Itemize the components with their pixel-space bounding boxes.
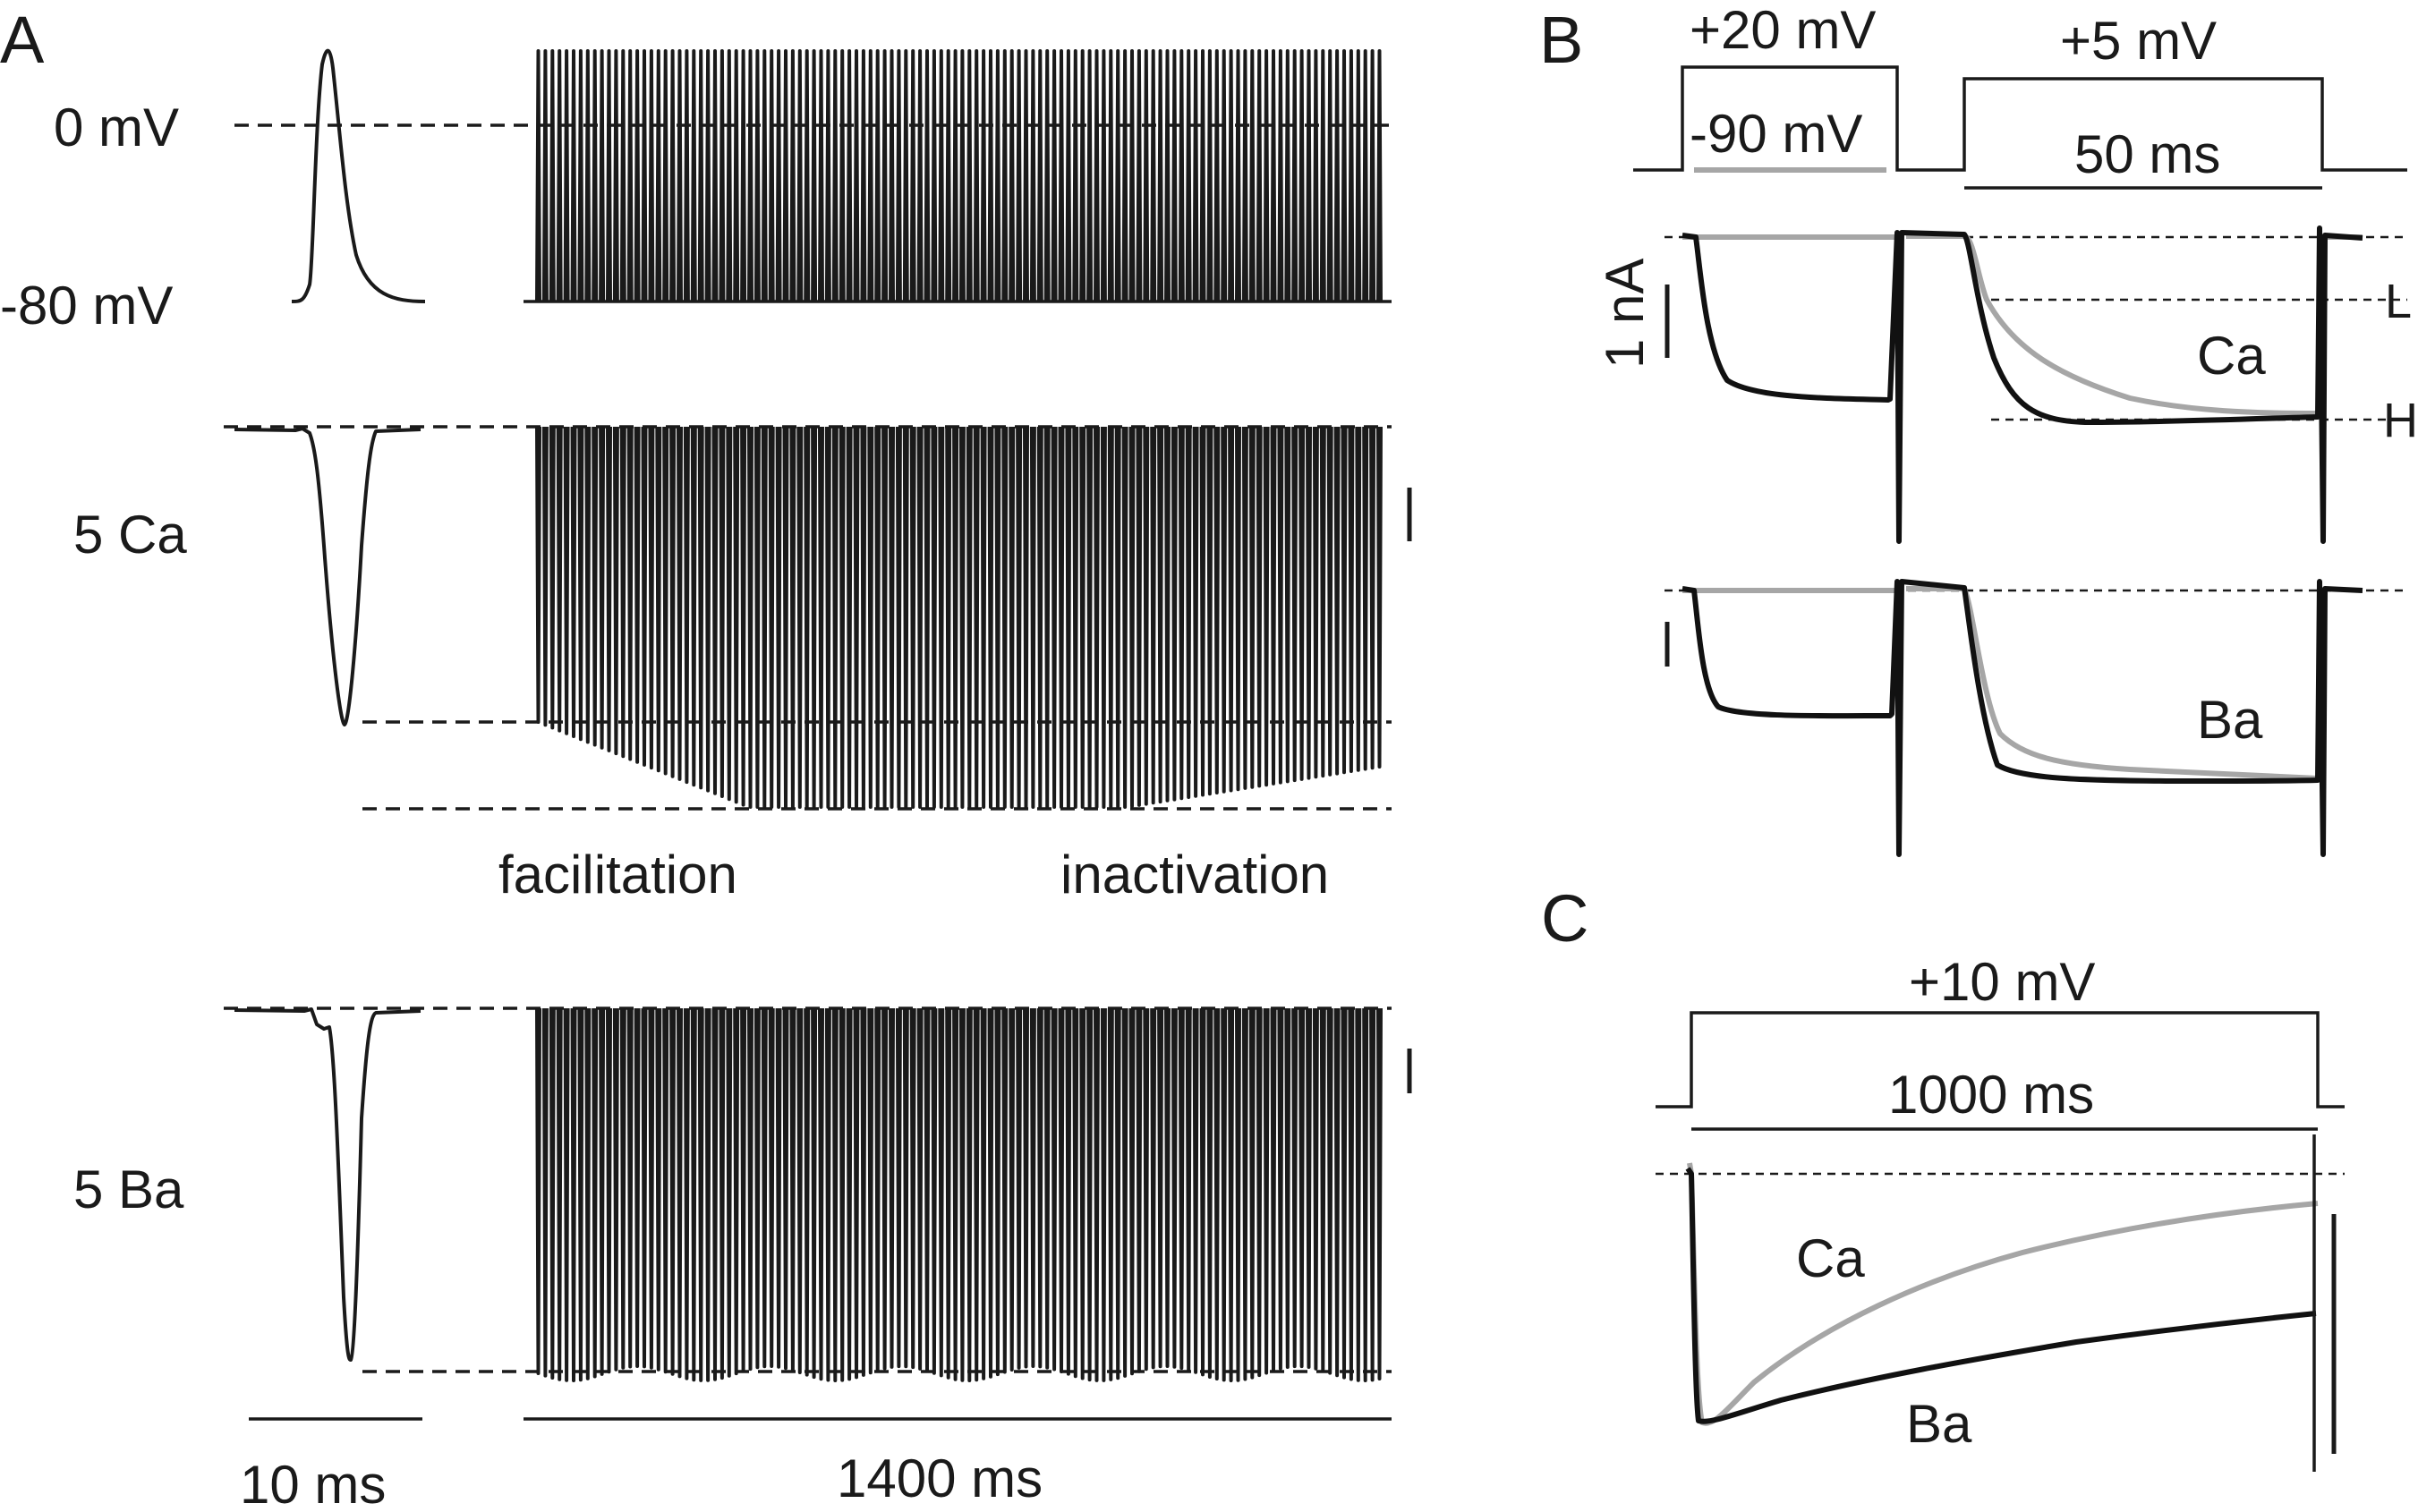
time-scale-label-10ms: 10 ms [240,1455,386,1512]
panel-c: C +10 mV 1000 ms Ca Ba [1541,881,2345,1472]
ba-train-sweeps [535,1007,1383,1382]
time-scale-label-1400ms: 1400 ms [837,1448,1043,1508]
c-ca-gray-trace [1687,1162,2319,1426]
b-ca-gray-trace [1682,234,2363,416]
panel-c-letter: C [1541,881,1588,956]
facilitation-label: facilitation [498,845,737,905]
c-ca-label: Ca [1796,1228,1865,1288]
panel-a-letter: A [0,3,45,77]
b-ca-label: Ca [2197,326,2266,386]
c-ba-black-trace [1685,1167,2317,1424]
voltage-label-minus80mv: -80 mV [0,276,173,336]
b-ba-gray-trace [1682,586,2319,781]
prepulse-label: +20 mV [1690,0,1876,60]
duration-50ms-label: 50 ms [2074,124,2220,184]
protocol-c-voltage-step [1656,1011,2345,1109]
ca-current-train [535,426,1383,809]
ap-train [535,49,1383,302]
current-scale-label: 1 nA [1595,259,1655,369]
inactivation-label: inactivation [1060,845,1329,905]
panel-a: A 0 mV -80 mV 5 Ca facilitation inactiva… [0,3,1412,1512]
b-ba-label: Ba [2197,690,2263,750]
row-label-ba: 5 Ba [73,1159,184,1219]
level-h-label: H [2383,394,2418,447]
b-ba-black-trace [1682,579,2363,857]
b-ca-black-trace [1682,225,2363,544]
holding-label: -90 mV [1690,104,1862,164]
action-potential-waveform [291,48,426,303]
pulse-label: +10 mV [1909,952,2095,1012]
ca-train-sweeps [535,426,1383,809]
ba-single-current [234,1007,421,1362]
panel-b-letter: B [1539,3,1583,77]
row-label-ca: 5 Ca [73,505,187,565]
ba-current-train [535,1007,1383,1382]
level-l-label: L [2385,275,2412,328]
duration-1000ms-label: 1000 ms [1888,1065,2094,1125]
ap-train-spikes [535,49,1383,302]
c-ba-label: Ba [1906,1394,1972,1454]
voltage-label-0mv: 0 mV [54,98,179,157]
testpulse-label: +5 mV [2060,11,2217,71]
protocol-b-voltage-step [1633,65,2407,172]
panel-b: B +20 mV -90 mV +5 mV 50 ms L H 1 nA Ca … [1539,0,2418,857]
ca-single-current [234,427,421,726]
